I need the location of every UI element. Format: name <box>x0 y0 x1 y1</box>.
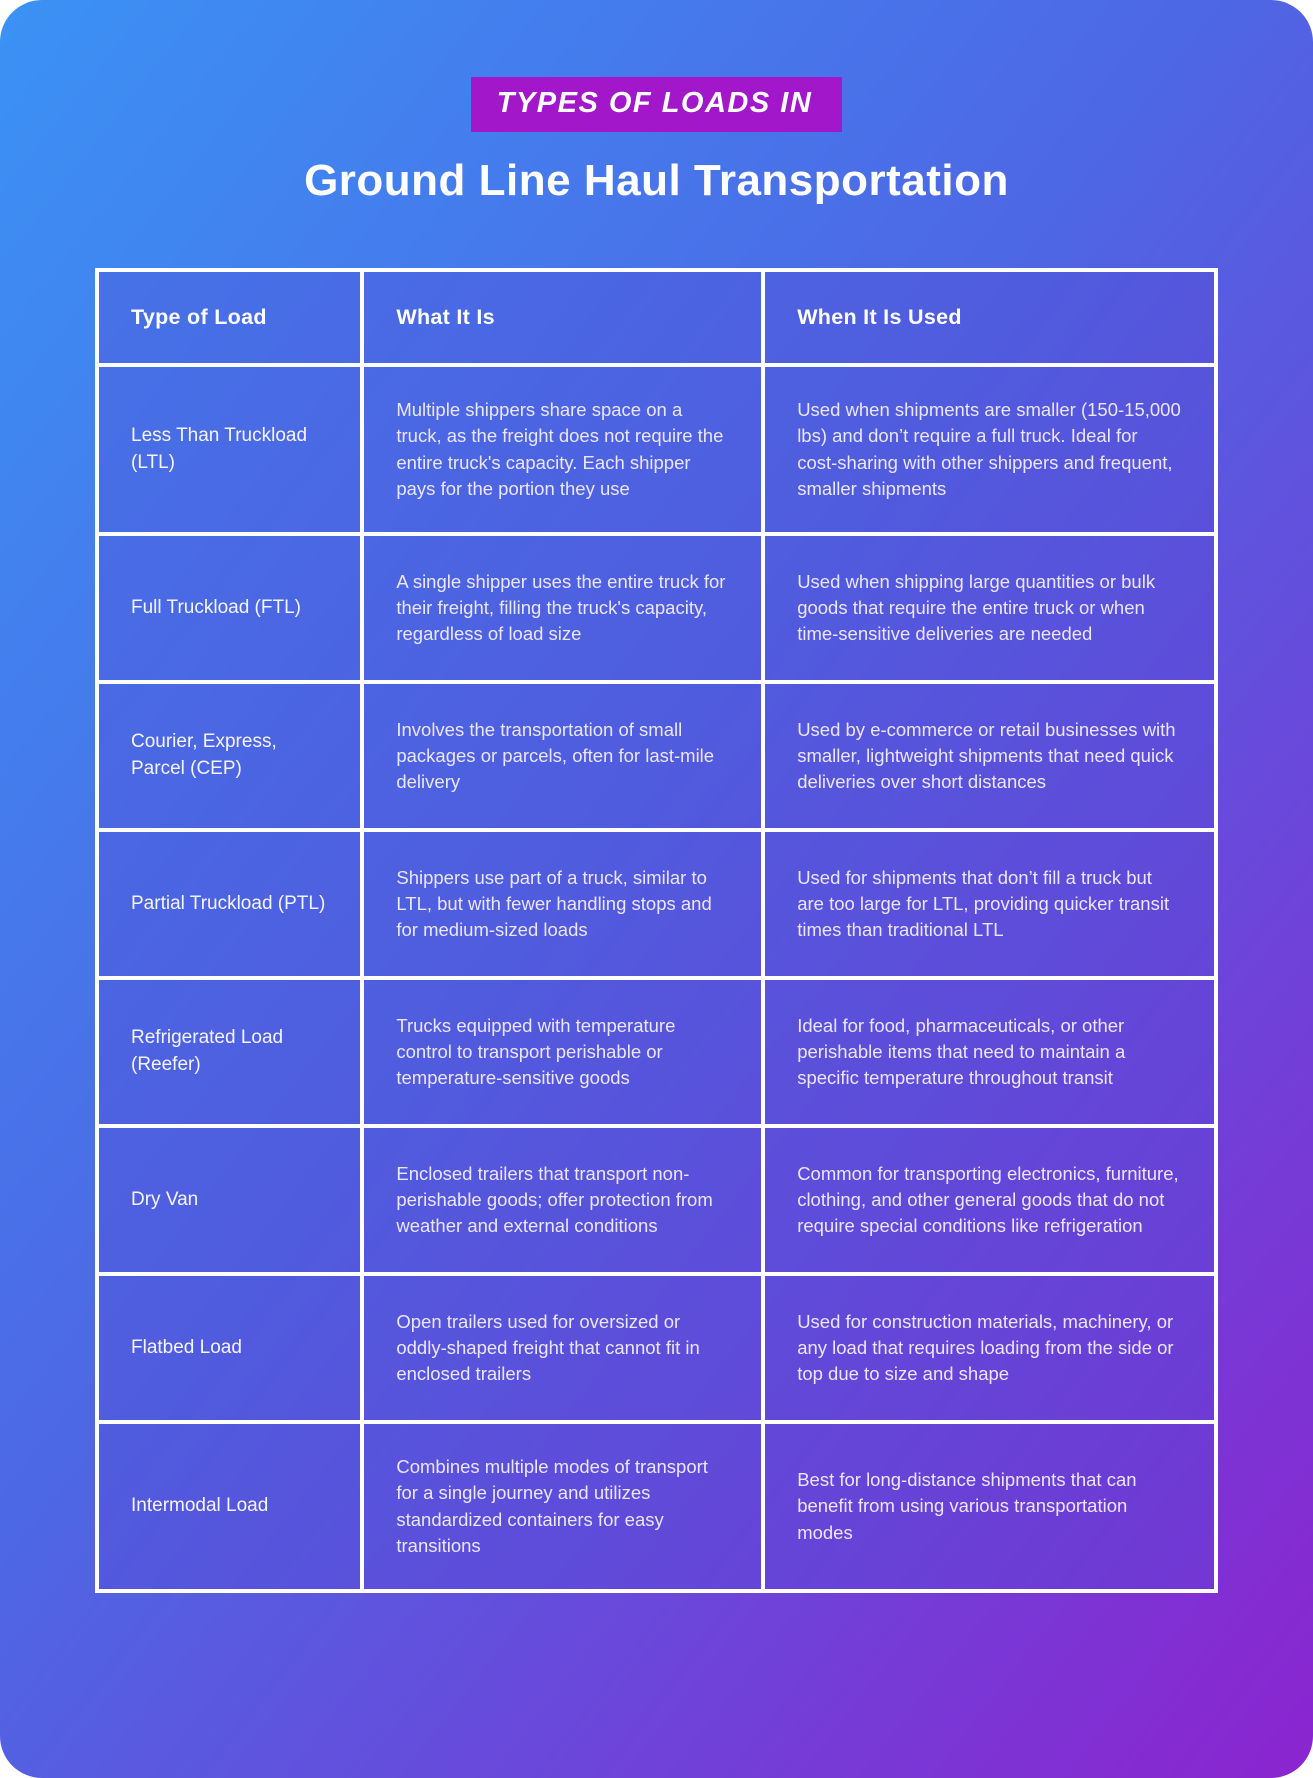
column-header-when-it-is-used: When It Is Used <box>765 272 1214 367</box>
cell-load-type: Full Truckload (FTL) <box>99 536 365 685</box>
cell-description: Multiple shippers share space on a truck… <box>364 367 766 537</box>
cell-description: Trucks equipped with temperature control… <box>364 980 766 1129</box>
cell-load-type: Courier, Express, Parcel (CEP) <box>99 684 365 833</box>
cell-load-type: Partial Truckload (PTL) <box>99 832 365 981</box>
cell-description: Shippers use part of a truck, similar to… <box>364 832 766 981</box>
cell-usage: Ideal for food, pharmaceuticals, or othe… <box>765 980 1214 1129</box>
cell-usage: Used for construction materials, machine… <box>765 1276 1214 1425</box>
cell-description: A single shipper uses the entire truck f… <box>364 536 766 685</box>
cell-usage: Used when shipments are smaller (150-15,… <box>765 367 1214 537</box>
cell-description: Combines multiple modes of transport for… <box>364 1424 766 1590</box>
cell-description: Enclosed trailers that transport non-per… <box>364 1128 766 1277</box>
cell-load-type: Refrigerated Load (Reefer) <box>99 980 365 1129</box>
page-title: Ground Line Haul Transportation <box>304 156 1009 205</box>
cell-load-type: Dry Van <box>99 1128 365 1277</box>
column-header-what-it-is: What It Is <box>364 272 766 367</box>
cell-description: Involves the transportation of small pac… <box>364 684 766 833</box>
cell-load-type: Flatbed Load <box>99 1276 365 1425</box>
column-header-type-of-load: Type of Load <box>99 272 365 367</box>
cell-load-type: Less Than Truckload (LTL) <box>99 367 365 537</box>
cell-usage: Best for long-distance shipments that ca… <box>765 1424 1214 1590</box>
loads-table: Type of Load What It Is When It Is Used … <box>95 268 1218 1594</box>
cell-usage: Used for shipments that don’t fill a tru… <box>765 832 1214 981</box>
cell-usage: Common for transporting electronics, fur… <box>765 1128 1214 1277</box>
cell-usage: Used when shipping large quantities or b… <box>765 536 1214 685</box>
cell-load-type: Intermodal Load <box>99 1424 365 1590</box>
cell-usage: Used by e-commerce or retail businesses … <box>765 684 1214 833</box>
eyebrow-badge: TYPES OF LOADS IN <box>470 77 843 132</box>
cell-description: Open trailers used for oversized or oddl… <box>364 1276 766 1425</box>
